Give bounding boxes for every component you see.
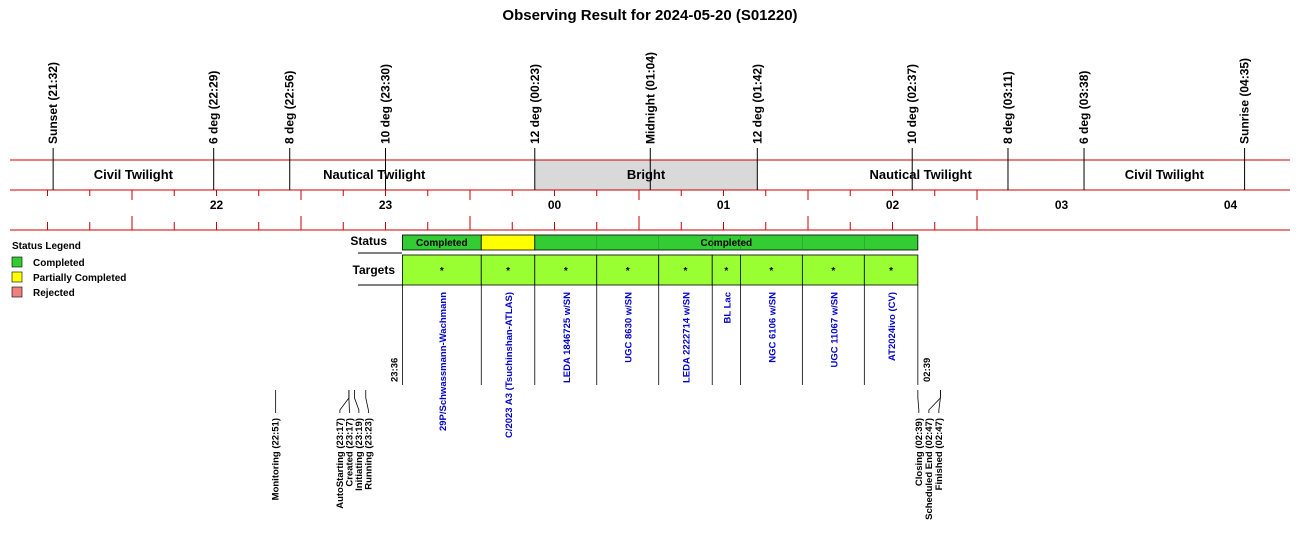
stage-leader	[938, 390, 941, 413]
band-label: Nautical Twilight	[323, 167, 426, 182]
targets-row-label: Targets	[353, 263, 396, 277]
target-mark: *	[831, 266, 835, 277]
window-start-label: 23:36	[389, 358, 400, 382]
target-name: LEDA 2222714 w/SN	[681, 292, 692, 383]
stage-leader	[365, 390, 369, 413]
target-mark: *	[506, 266, 510, 277]
band-bright-fill	[534, 160, 758, 190]
stage-label: AutoStarting (23:17)	[335, 418, 346, 509]
target-block	[658, 254, 713, 286]
target-block	[401, 254, 482, 286]
twilight-event-label: 12 deg (01:42)	[750, 64, 764, 144]
stage-label: Initiating (23:19)	[354, 418, 365, 491]
target-name: AT2024ivo (CV)	[887, 292, 898, 361]
twilight-event-label: Midnight (01:04)	[643, 52, 657, 144]
target-mark: *	[564, 266, 568, 277]
twilight-event-label: 6 deg (22:29)	[207, 71, 221, 144]
legend-label: Partially Completed	[33, 273, 126, 284]
target-name: UGC 8630 w/SN	[624, 292, 635, 363]
stage-leader	[354, 390, 360, 413]
status-legend: Status Legend Completed Partially Complete…	[11, 241, 126, 299]
target-mark: *	[769, 266, 773, 277]
hour-label: 04	[1224, 198, 1238, 212]
hour-label: 23	[379, 198, 393, 212]
band-label: Civil Twilight	[1125, 167, 1205, 182]
status-row: Status Completed Completed	[350, 234, 919, 254]
legend-label: Completed	[33, 258, 85, 269]
legend-label: Rejected	[33, 288, 75, 299]
twilight-events: Sunset (21:32) 6 deg (22:29) 8 deg (22:56)…	[46, 52, 1252, 190]
status-row-label: Status	[350, 234, 387, 248]
target-mark: *	[440, 266, 444, 277]
twilight-event-label: 8 deg (03:11)	[1001, 71, 1015, 144]
target-block	[534, 254, 598, 286]
twilight-event-label: 8 deg (22:56)	[283, 71, 297, 144]
target-block	[480, 254, 536, 286]
legend-swatch	[11, 286, 23, 298]
legend-swatch	[11, 271, 23, 283]
band-label: Bright	[627, 167, 666, 182]
twilight-event-label: 10 deg (02:37)	[905, 64, 919, 144]
target-name: LEDA 1846725 w/SN	[562, 292, 573, 383]
chart-title: Observing Result for 2024-05-20 (S01220)	[502, 7, 797, 24]
stage-leader	[348, 390, 350, 413]
twilight-event-label: 6 deg (03:38)	[1077, 71, 1091, 144]
hour-axis: 22 23 00 01 02 03 04	[47, 190, 1238, 230]
window-end-label: 02:39	[922, 358, 933, 382]
target-mark: *	[724, 266, 728, 277]
stage-markers: Monitoring (22:51) AutoStarting (23:17)Cr…	[271, 390, 945, 520]
stage-label: Created (23:17)	[344, 418, 355, 487]
target-name: 29P/Schwassmann-Wachmann	[438, 292, 449, 431]
targets-row: Targets * 29P/Schwassmann-Wachmann * C/2023 …	[353, 254, 933, 438]
target-name: BL Lac	[722, 292, 733, 324]
stage-label: Monitoring (22:51)	[271, 418, 282, 500]
stage-leader	[917, 390, 920, 413]
legend-swatch	[11, 256, 23, 268]
hour-label: 01	[717, 198, 731, 212]
twilight-event-label: 12 deg (00:23)	[528, 64, 542, 144]
twilight-event-label: Sunrise (04:35)	[1238, 58, 1252, 144]
status-segment	[480, 234, 536, 251]
twilight-event-label: Sunset (21:32)	[46, 62, 60, 144]
stage-leader	[339, 390, 350, 413]
hour-label: 00	[548, 198, 562, 212]
stage-label: Finished (02:47)	[934, 418, 945, 490]
status-segment-label: Completed	[700, 238, 752, 249]
legend-title: Status Legend	[12, 241, 81, 252]
stage-label: Closing (02:39)	[914, 418, 925, 486]
twilight-event-label: 10 deg (23:30)	[379, 64, 393, 144]
target-mark: *	[889, 266, 893, 277]
target-name: NGC 6106 w/SN	[767, 292, 778, 363]
stage-label: Running (23:23)	[363, 418, 374, 490]
target-mark: *	[684, 266, 688, 277]
stage-label: Scheduled End (02:47)	[924, 418, 935, 520]
hour-label: 03	[1055, 198, 1069, 212]
target-block	[863, 254, 919, 286]
target-block	[740, 254, 803, 286]
target-block	[801, 254, 865, 286]
band-label: Nautical Twilight	[870, 167, 973, 182]
hour-label: 22	[210, 198, 224, 212]
target-mark: *	[626, 266, 630, 277]
target-name: C/2023 A3 (Tsuchinshan-ATLAS)	[504, 292, 515, 438]
target-name: UGC 11067 w/SN	[829, 292, 840, 368]
hour-label: 02	[886, 198, 900, 212]
band-label: Civil Twilight	[94, 167, 174, 182]
status-segment-label: Completed	[416, 238, 468, 249]
status-segment	[534, 234, 919, 251]
